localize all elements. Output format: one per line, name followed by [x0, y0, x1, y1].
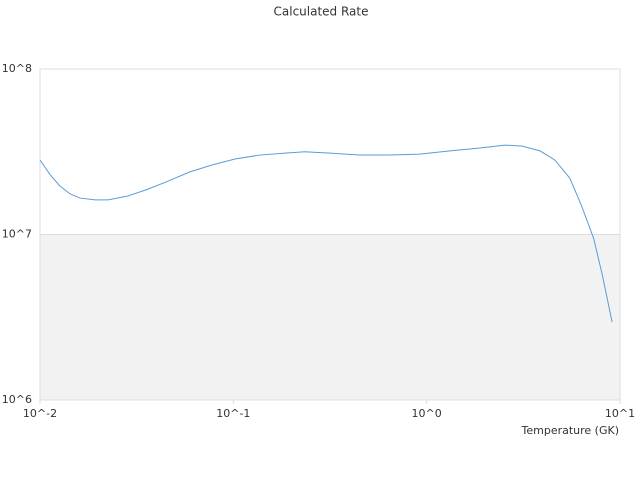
x-tick-label: 10^1	[605, 407, 635, 420]
grid-band	[40, 234, 620, 400]
chart-title: Calculated Rate	[274, 5, 369, 19]
y-tick-label: 10^8	[2, 62, 32, 75]
y-tick-label: 10^7	[2, 228, 32, 241]
x-axis-label: Temperature (GK)	[521, 424, 620, 437]
x-tick-label: 10^0	[412, 407, 442, 420]
line	[39, 144, 613, 323]
x-tick-label: 10^-2	[23, 407, 57, 420]
x-tick-label: 10^-1	[216, 407, 250, 420]
y-tick-label: 10^6	[2, 393, 32, 406]
